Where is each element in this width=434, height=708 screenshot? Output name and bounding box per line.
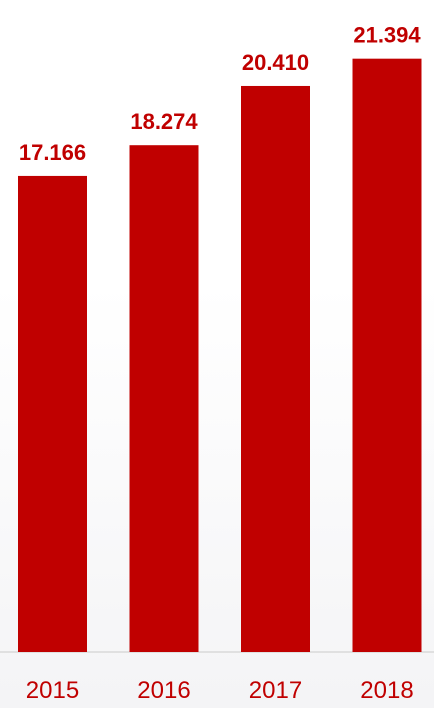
bar-2017	[241, 85, 310, 653]
bars-group	[18, 58, 422, 653]
x-tick-label-2018: 2018	[360, 677, 413, 704]
data-label-2016: 18.274	[130, 109, 198, 134]
bar-2016	[129, 145, 199, 653]
data-labels-group: 17.166 18.274 20.410 21.394	[19, 23, 422, 165]
bar-2015	[18, 175, 87, 652]
data-label-2018: 21.394	[353, 23, 421, 48]
x-tick-labels-group: 2015 2016 2017 2018	[26, 677, 414, 704]
x-tick-label-2015: 2015	[26, 677, 79, 704]
data-label-2017: 20.410	[242, 50, 309, 75]
bar-2018	[352, 58, 422, 652]
x-tick-label-2017: 2017	[249, 677, 302, 704]
data-label-2015: 17.166	[19, 140, 86, 165]
x-tick-label-2016: 2016	[137, 677, 190, 704]
